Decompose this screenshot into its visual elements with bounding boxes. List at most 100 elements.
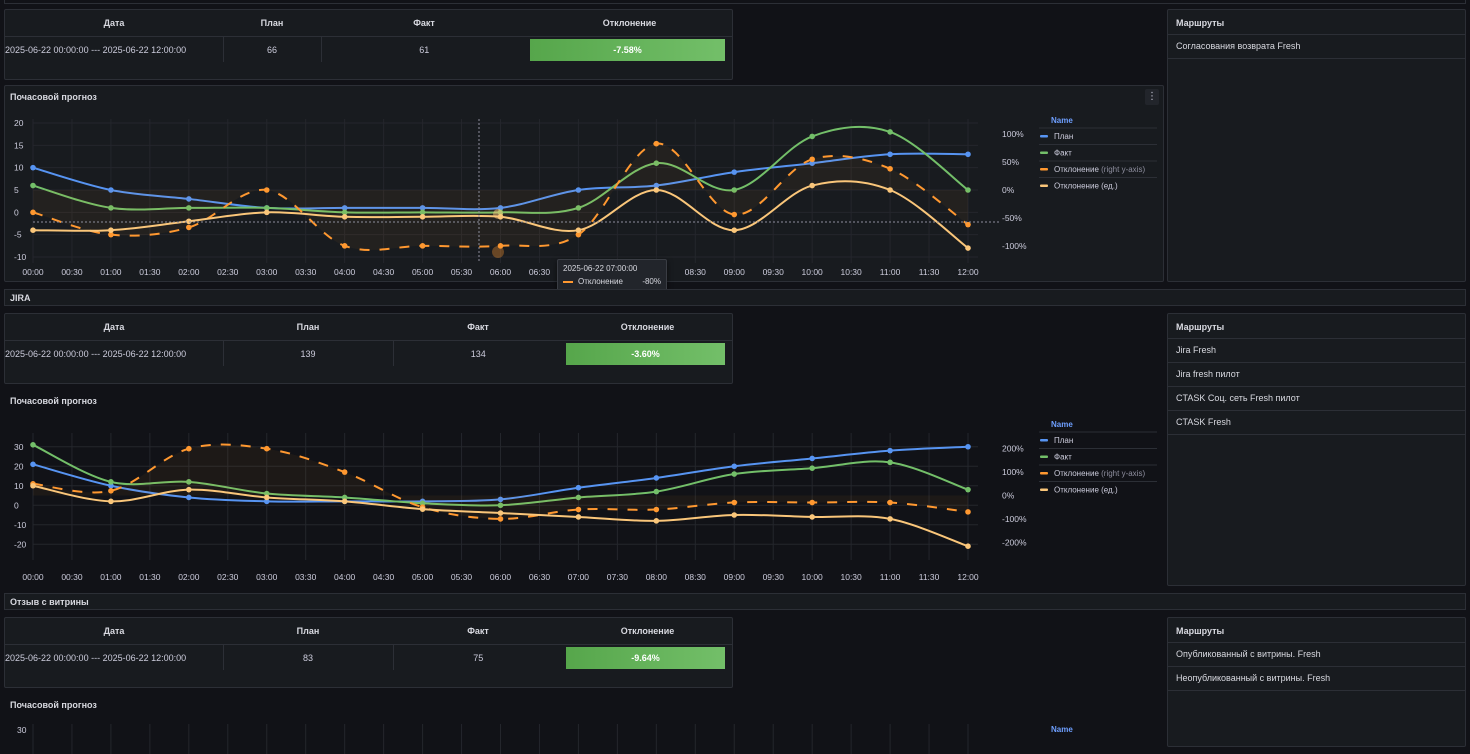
y-right-tick-label: 200% <box>1002 444 1024 454</box>
data-point <box>809 156 815 163</box>
x-tick-label: 10:30 <box>840 267 862 277</box>
hourly-forecast-chart-1[interactable]: 00:00 00:30 01:00 01:30 02:00 02:30 03:00 03:30… <box>5 86 1163 281</box>
legend-marker <box>1040 151 1048 154</box>
data-point <box>30 182 36 189</box>
list-item[interactable]: Опубликованный с витрины. Fresh <box>1168 643 1465 667</box>
x-tick-label: 00:00 <box>22 572 44 582</box>
data-point <box>965 543 971 549</box>
col-plan[interactable]: План <box>223 618 393 645</box>
data-point <box>653 182 660 189</box>
col-plan[interactable]: План <box>223 314 393 341</box>
x-tick-label: 08:30 <box>685 572 707 582</box>
y-tick-label: 15 <box>14 140 24 150</box>
data-point <box>575 506 582 513</box>
data-point <box>575 494 582 501</box>
col-plan[interactable]: План <box>223 10 321 37</box>
hourly-forecast-chart-2[interactable]: 00:00 00:30 01:00 01:30 02:00 02:30 03:00 03:30… <box>5 390 1163 585</box>
routes-panel-2: Маршруты Jira Fresh Jira fresh пилот CTA… <box>1167 313 1466 586</box>
data-point <box>186 205 192 211</box>
col-deviation[interactable]: Отклонение <box>563 618 732 645</box>
deviation-badge: -3.60% <box>566 342 725 365</box>
col-deviation[interactable]: Отклонение <box>527 10 732 37</box>
chart-title: Почасовой прогноз <box>10 92 97 102</box>
x-tick-label: 04:00 <box>334 267 356 277</box>
data-point <box>809 133 815 140</box>
chart-panel-1: Почасовой прогноз ⋮ 00:00 00:30 01:00 01:30… <box>4 85 1164 282</box>
data-point <box>965 187 971 193</box>
tooltip-label: Отклонение <box>578 277 623 286</box>
row-header-showcase[interactable]: Отзыв с витрины <box>4 593 1466 610</box>
data-point <box>653 187 660 193</box>
x-tick-label: 05:30 <box>451 267 473 277</box>
chart-panel-2: Почасовой прогноз 00:00 00:30 01:00 01:30 02… <box>4 389 1164 586</box>
data-point <box>30 209 36 216</box>
col-date[interactable]: Дата <box>5 618 223 645</box>
list-item[interactable]: Jira Fresh <box>1168 339 1465 363</box>
data-point <box>731 512 738 518</box>
col-fact[interactable]: Факт <box>321 10 527 37</box>
tooltip-time: 2025-06-22 07:00:00 <box>563 264 638 273</box>
x-tick-label: 00:00 <box>22 267 44 277</box>
y-right-tick-label: -200% <box>1002 537 1027 547</box>
data-point <box>341 205 348 211</box>
legend-item: Отклонение (ед.) <box>1054 182 1118 191</box>
hover-point-halo <box>492 246 504 258</box>
data-point <box>341 469 348 475</box>
x-tick-label: 00:30 <box>61 267 83 277</box>
data-point <box>497 502 504 509</box>
data-point <box>30 461 36 468</box>
deviation-badge: -7.58% <box>530 38 725 61</box>
data-point <box>108 488 114 494</box>
legend-item: Факт <box>1054 149 1072 158</box>
x-tick-label: 06:00 <box>490 267 512 277</box>
data-point <box>263 490 270 497</box>
data-point <box>575 514 582 520</box>
data-point <box>809 455 815 462</box>
panel-menu-icon[interactable]: ⋮ <box>1145 89 1159 105</box>
y-tick-label: 20 <box>14 118 24 128</box>
list-item[interactable]: Jira fresh пилот <box>1168 363 1465 387</box>
list-item[interactable]: CTASK Соц. сеть Fresh пилот <box>1168 387 1465 411</box>
list-item[interactable]: CTASK Fresh <box>1168 411 1465 435</box>
legend-marker <box>1040 439 1048 442</box>
col-date[interactable]: Дата <box>5 10 223 37</box>
y-right-tick-label: 0% <box>1002 491 1015 501</box>
legend-title: Name <box>1051 420 1073 429</box>
data-point <box>263 498 270 505</box>
legend-marker <box>1040 472 1048 475</box>
col-fact[interactable]: Факт <box>393 618 563 645</box>
y-tick-label: 30 <box>14 442 24 452</box>
x-tick-label: 04:00 <box>334 572 356 582</box>
legend-item: План <box>1054 132 1073 141</box>
y-tick-label: -10 <box>14 520 27 530</box>
x-tick-label: 05:30 <box>451 572 473 582</box>
stats-table-panel-2: Дата План Факт Отклонение 2025-06-22 00:… <box>4 313 733 384</box>
x-tick-label: 09:00 <box>724 267 746 277</box>
data-point <box>341 243 348 249</box>
x-tick-label: 10:00 <box>802 267 824 277</box>
cell-fact: 61 <box>419 44 430 55</box>
data-point <box>30 164 36 171</box>
data-point <box>419 209 426 216</box>
list-item[interactable]: Неопубликованный с витрины. Fresh <box>1168 667 1465 691</box>
x-tick-label: 05:00 <box>412 572 434 582</box>
data-point <box>263 445 270 452</box>
table-row: 2025-06-22 00:00:00 --- 2025-06-22 12:00… <box>5 340 732 366</box>
row-header-jira[interactable]: JIRA <box>4 289 1466 306</box>
y-tick-label: 10 <box>14 163 24 173</box>
col-deviation[interactable]: Отклонение <box>563 314 732 341</box>
data-point <box>263 187 270 193</box>
data-point <box>341 498 348 505</box>
routes-title: Маршруты <box>1168 10 1465 35</box>
legend-marker <box>1040 168 1048 171</box>
hourly-forecast-chart-3[interactable]: 30 Name <box>5 694 1163 754</box>
x-tick-label: 06:00 <box>490 572 512 582</box>
data-point <box>263 209 270 216</box>
x-tick-label: 04:30 <box>373 572 395 582</box>
col-date[interactable]: Дата <box>5 314 223 341</box>
col-fact[interactable]: Факт <box>393 314 563 341</box>
data-point <box>575 231 582 238</box>
data-point <box>965 509 971 515</box>
list-item[interactable]: Согласования возврата Fresh <box>1168 35 1465 59</box>
x-tick-label: 10:30 <box>840 572 862 582</box>
